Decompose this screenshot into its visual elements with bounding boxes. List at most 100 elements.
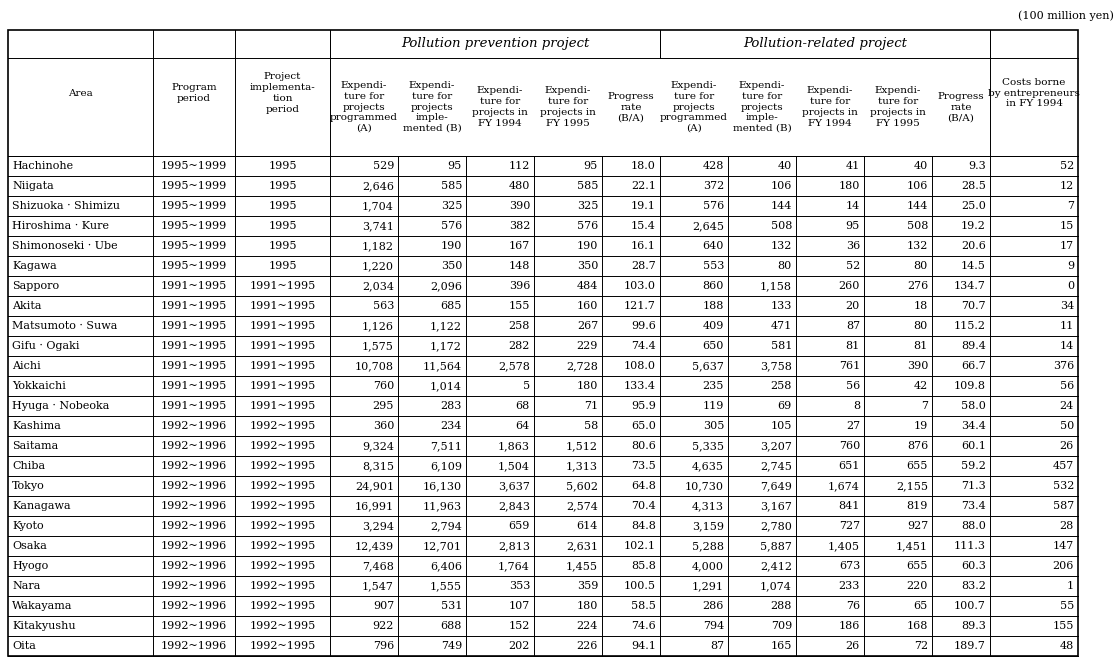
Text: 95: 95 — [448, 161, 461, 171]
Text: 1991~1995: 1991~1995 — [161, 401, 227, 411]
Text: 1995~1999: 1995~1999 — [161, 221, 227, 231]
Text: 1995~1999: 1995~1999 — [161, 161, 227, 171]
Text: 1: 1 — [1067, 581, 1074, 591]
Text: 1992~1996: 1992~1996 — [161, 521, 227, 531]
Text: 28.5: 28.5 — [961, 181, 986, 191]
Text: 3,207: 3,207 — [760, 441, 792, 451]
Text: Expendi-
ture for
projects in
FY 1994: Expendi- ture for projects in FY 1994 — [472, 86, 528, 128]
Text: 12,701: 12,701 — [423, 541, 461, 551]
Text: 1992~1995: 1992~1995 — [250, 421, 316, 431]
Text: 76: 76 — [846, 601, 860, 611]
Text: 4,000: 4,000 — [692, 561, 724, 571]
Text: 224: 224 — [577, 621, 598, 631]
Text: 390: 390 — [508, 201, 530, 211]
Text: 409: 409 — [702, 321, 724, 331]
Text: 70.4: 70.4 — [632, 501, 656, 511]
Text: 587: 587 — [1053, 501, 1074, 511]
Text: 2,813: 2,813 — [498, 541, 530, 551]
Text: 66.7: 66.7 — [961, 361, 986, 371]
Text: 1992~1995: 1992~1995 — [250, 541, 316, 551]
Text: 295: 295 — [373, 401, 394, 411]
Text: 180: 180 — [577, 601, 598, 611]
Text: 18: 18 — [914, 301, 928, 311]
Text: 1,291: 1,291 — [692, 581, 724, 591]
Text: Shizuoka · Shimizu: Shizuoka · Shimizu — [12, 201, 120, 211]
Text: 2,574: 2,574 — [566, 501, 598, 511]
Text: 1,126: 1,126 — [362, 321, 394, 331]
Text: 24,901: 24,901 — [355, 481, 394, 491]
Text: 1992~1996: 1992~1996 — [161, 441, 227, 451]
Text: 133: 133 — [771, 301, 792, 311]
Text: Akita: Akita — [12, 301, 41, 311]
Text: 84.8: 84.8 — [632, 521, 656, 531]
Text: 1991~1995: 1991~1995 — [250, 301, 316, 311]
Text: 1,451: 1,451 — [896, 541, 928, 551]
Text: 60.1: 60.1 — [961, 441, 986, 451]
Text: 1992~1995: 1992~1995 — [250, 481, 316, 491]
Text: 80: 80 — [914, 261, 928, 271]
Text: 325: 325 — [440, 201, 461, 211]
Text: 2,578: 2,578 — [498, 361, 530, 371]
Text: 531: 531 — [440, 601, 461, 611]
Text: 1991~1995: 1991~1995 — [161, 381, 227, 391]
Text: 9: 9 — [1067, 261, 1074, 271]
Text: 52: 52 — [846, 261, 860, 271]
Text: 7,649: 7,649 — [760, 481, 792, 491]
Text: 233: 233 — [839, 581, 860, 591]
Text: 58.5: 58.5 — [632, 601, 656, 611]
Text: 94.1: 94.1 — [632, 641, 656, 651]
Text: 5,637: 5,637 — [692, 361, 724, 371]
Text: Kagawa: Kagawa — [12, 261, 57, 271]
Text: 1991~1995: 1991~1995 — [161, 281, 227, 291]
Text: 99.6: 99.6 — [632, 321, 656, 331]
Text: 1995: 1995 — [269, 241, 297, 251]
Text: 34: 34 — [1060, 301, 1074, 311]
Text: 841: 841 — [839, 501, 860, 511]
Text: Wakayama: Wakayama — [12, 601, 73, 611]
Text: 2,631: 2,631 — [566, 541, 598, 551]
Text: 107: 107 — [508, 601, 530, 611]
Text: 471: 471 — [771, 321, 792, 331]
Text: 15: 15 — [1060, 221, 1074, 231]
Text: 28.7: 28.7 — [632, 261, 656, 271]
Text: 1992~1995: 1992~1995 — [250, 441, 316, 451]
Text: 26: 26 — [1060, 441, 1074, 451]
Text: 1992~1996: 1992~1996 — [161, 421, 227, 431]
Text: 88.0: 88.0 — [961, 521, 986, 531]
Text: 532: 532 — [1053, 481, 1074, 491]
Text: Kashima: Kashima — [12, 421, 60, 431]
Text: 1991~1995: 1991~1995 — [250, 361, 316, 371]
Text: 3,758: 3,758 — [760, 361, 792, 371]
Text: 2,034: 2,034 — [362, 281, 394, 291]
Text: Costs borne
by entrepreneurs
in FY 1994: Costs borne by entrepreneurs in FY 1994 — [988, 77, 1080, 108]
Text: 673: 673 — [839, 561, 860, 571]
Text: Osaka: Osaka — [12, 541, 47, 551]
Text: 260: 260 — [839, 281, 860, 291]
Text: 34.4: 34.4 — [961, 421, 986, 431]
Text: 186: 186 — [839, 621, 860, 631]
Text: 180: 180 — [577, 381, 598, 391]
Text: 16,130: 16,130 — [423, 481, 461, 491]
Text: 2,745: 2,745 — [760, 461, 792, 471]
Text: 80: 80 — [777, 261, 792, 271]
Text: 760: 760 — [839, 441, 860, 451]
Text: 1,575: 1,575 — [362, 341, 394, 351]
Text: Hyuga · Nobeoka: Hyuga · Nobeoka — [12, 401, 110, 411]
Text: 1992~1995: 1992~1995 — [250, 501, 316, 511]
Text: Area: Area — [68, 88, 93, 98]
Text: 1,863: 1,863 — [498, 441, 530, 451]
Text: 155: 155 — [1053, 621, 1074, 631]
Text: 1992~1995: 1992~1995 — [250, 581, 316, 591]
Text: 235: 235 — [702, 381, 724, 391]
Text: Expendi-
ture for
projects
programmed
(A): Expendi- ture for projects programmed (A… — [330, 81, 398, 133]
Text: Hiroshima · Kure: Hiroshima · Kure — [12, 221, 109, 231]
Text: 1,313: 1,313 — [566, 461, 598, 471]
Text: 83.2: 83.2 — [961, 581, 986, 591]
Text: 5,288: 5,288 — [692, 541, 724, 551]
Text: 1992~1996: 1992~1996 — [161, 481, 227, 491]
Text: 72: 72 — [914, 641, 928, 651]
Text: 382: 382 — [508, 221, 530, 231]
Text: 7,468: 7,468 — [362, 561, 394, 571]
Text: 1991~1995: 1991~1995 — [250, 381, 316, 391]
Text: 860: 860 — [702, 281, 724, 291]
